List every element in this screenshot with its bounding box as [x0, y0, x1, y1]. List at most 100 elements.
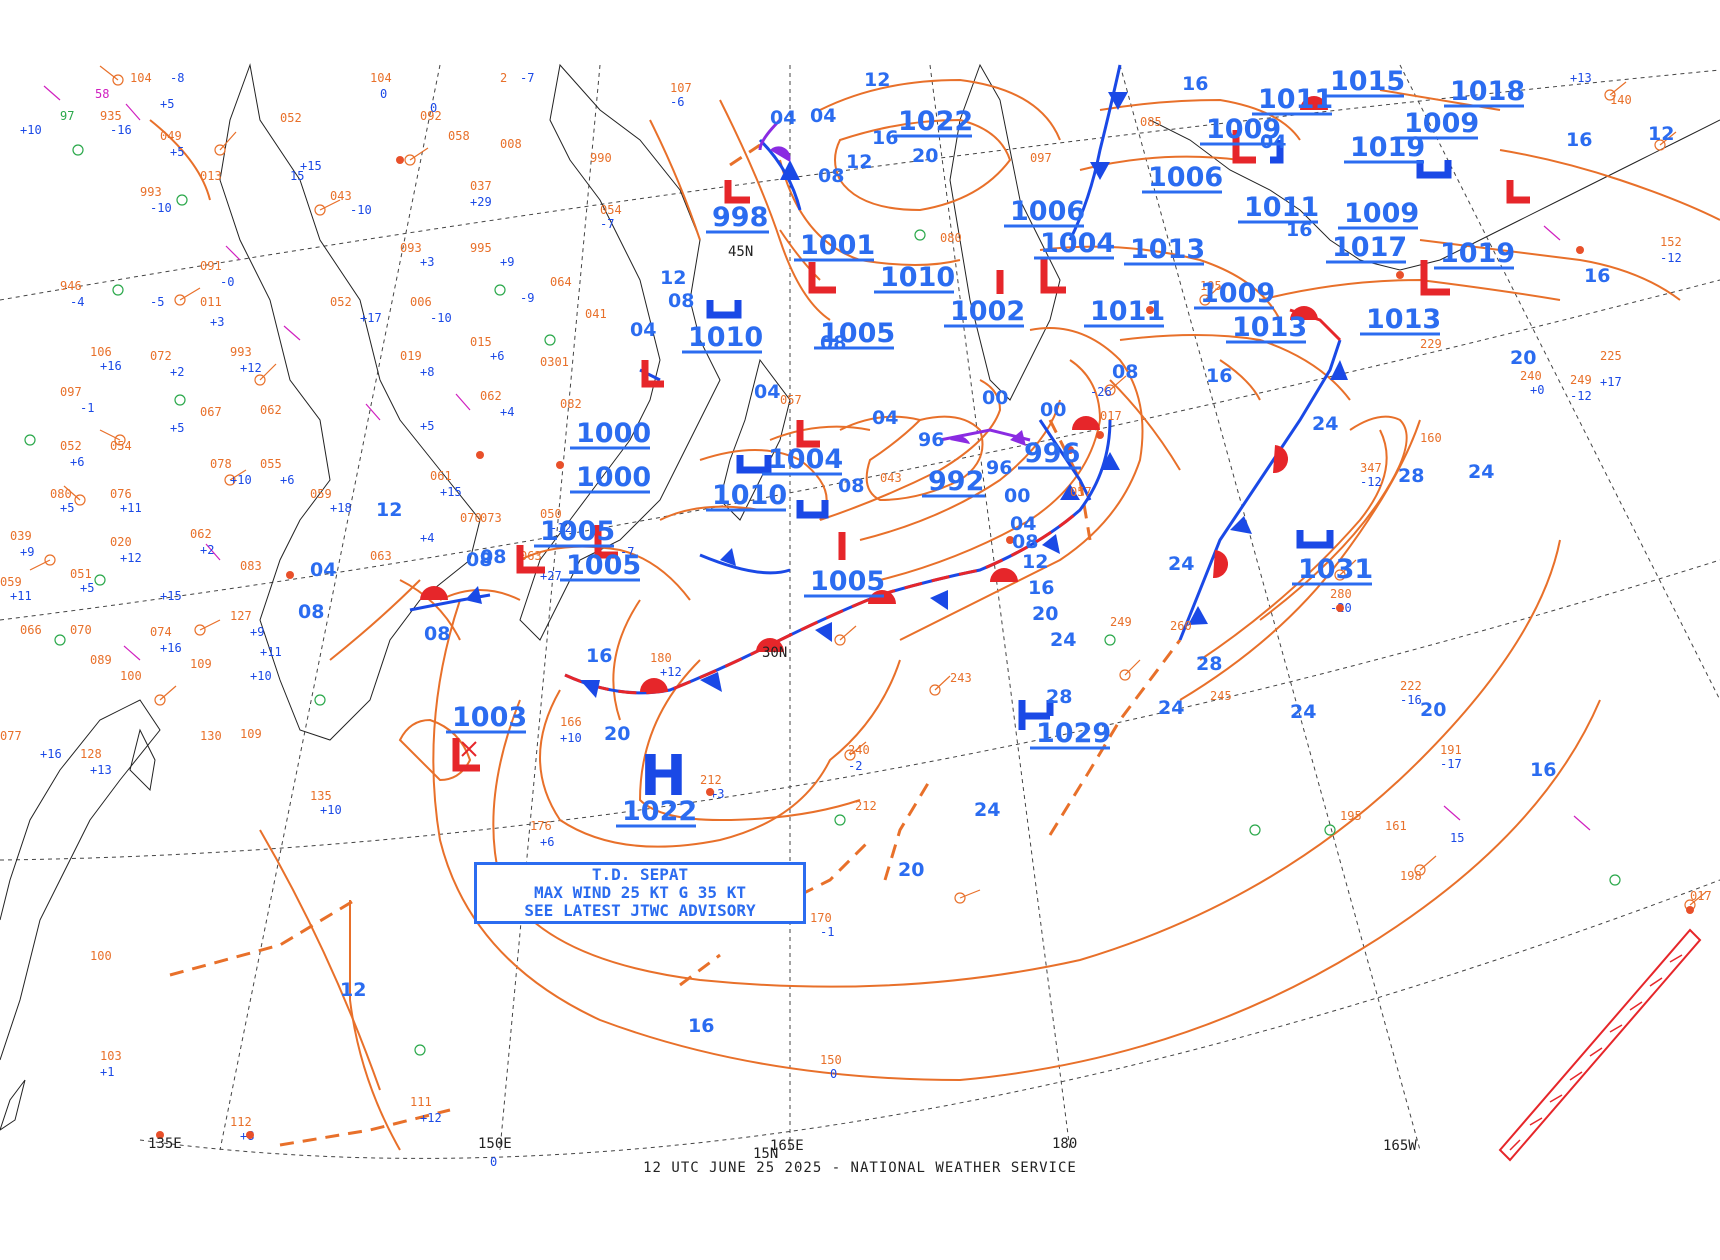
- svg-text:051: 051: [70, 567, 92, 581]
- isobar-tick-label: 08: [820, 332, 846, 354]
- svg-text:013: 013: [200, 169, 222, 183]
- svg-text:+5: +5: [170, 145, 184, 159]
- svg-text:062: 062: [480, 389, 502, 403]
- pressure-label: 1011: [1258, 84, 1333, 115]
- svg-text:170: 170: [810, 911, 832, 925]
- isobar-tick-label: 20: [1420, 699, 1446, 721]
- svg-text:015: 015: [470, 335, 492, 349]
- svg-text:166: 166: [560, 715, 582, 729]
- svg-text:127: 127: [230, 609, 252, 623]
- pressure-label: 1029: [1036, 718, 1111, 749]
- low-center-symbol: [1232, 130, 1256, 164]
- svg-text:15: 15: [1450, 831, 1464, 845]
- svg-text:063: 063: [370, 549, 392, 563]
- svg-text:052: 052: [60, 439, 82, 453]
- svg-text:067: 067: [200, 405, 222, 419]
- svg-text:+9: +9: [250, 625, 264, 639]
- svg-text:+5: +5: [160, 97, 174, 111]
- isobar-tick-label: 12: [376, 499, 402, 521]
- isobar-tick-label: 16: [1286, 219, 1312, 241]
- pressure-label: 1001: [800, 230, 875, 261]
- pressure-label: 1004: [768, 444, 843, 475]
- pressure-label: 1010: [688, 322, 763, 353]
- svg-text:100: 100: [120, 669, 142, 683]
- svg-text:080: 080: [940, 231, 962, 245]
- pressure-label: 996: [1024, 438, 1080, 469]
- pressure-label: 1010: [880, 262, 955, 293]
- isobar-tick-label: 20: [912, 145, 938, 167]
- pressure-label: 1013: [1130, 234, 1205, 265]
- svg-text:+9: +9: [500, 255, 514, 269]
- advisory-wind: MAX WIND 25 KT G 35 KT: [534, 883, 746, 902]
- pressure-label: 1000: [576, 418, 651, 449]
- svg-text:-10: -10: [150, 201, 172, 215]
- isobar-tick-label: 16: [586, 645, 612, 667]
- svg-text:245: 245: [1210, 689, 1232, 703]
- isobar-tick-label: 16: [1206, 365, 1232, 387]
- isobar-tick-label: 04: [630, 319, 656, 341]
- svg-text:150: 150: [820, 1053, 842, 1067]
- svg-text:057: 057: [1070, 485, 1092, 499]
- isobar-tick-label: 16: [1028, 577, 1054, 599]
- svg-text:-8: -8: [170, 71, 184, 85]
- svg-text:085: 085: [1140, 115, 1162, 129]
- pressure-label: 1006: [1148, 162, 1223, 193]
- svg-text:0: 0: [380, 87, 387, 101]
- map-background: [0, 65, 1720, 1155]
- low-center-symbol: [452, 738, 480, 772]
- svg-text:089: 089: [90, 653, 112, 667]
- coastline: [0, 63, 1720, 1131]
- svg-text:+27: +27: [540, 569, 562, 583]
- svg-text:+1: +1: [100, 1065, 114, 1079]
- isobar-tick-label: 08: [298, 601, 324, 623]
- svg-text:180: 180: [650, 651, 672, 665]
- pressure-label: 1011: [1244, 192, 1319, 223]
- low-center-symbol: [808, 262, 836, 294]
- svg-text:176: 176: [530, 819, 552, 833]
- svg-text:055: 055: [260, 457, 282, 471]
- svg-text:059: 059: [0, 575, 22, 589]
- isobar-tick-label: 96: [986, 457, 1012, 479]
- svg-text:062: 062: [260, 403, 282, 417]
- svg-text:+10: +10: [250, 669, 272, 683]
- svg-text:995: 995: [470, 241, 492, 255]
- svg-text:+29: +29: [470, 195, 492, 209]
- svg-text:222: 222: [1400, 679, 1422, 693]
- svg-text:017: 017: [1690, 889, 1712, 903]
- svg-text:+11: +11: [260, 645, 282, 659]
- pressure-label: 1013: [1232, 312, 1307, 343]
- isobar-tick-label: 16: [872, 127, 898, 149]
- isobar-tick-label: 16: [688, 1015, 714, 1037]
- isobar-tick-label: 24: [1050, 629, 1076, 651]
- isobar-tick-label: 08: [668, 290, 694, 312]
- pressure-label: 1022: [622, 796, 697, 827]
- svg-text:054: 054: [600, 203, 622, 217]
- svg-text:+2: +2: [170, 365, 184, 379]
- svg-text:074: 074: [150, 625, 172, 639]
- svg-text:-7: -7: [600, 217, 614, 231]
- pressure-label: 1005: [810, 566, 885, 597]
- pressure-label: 1019: [1440, 238, 1515, 269]
- svg-text:130: 130: [200, 729, 222, 743]
- svg-text:-7: -7: [520, 71, 534, 85]
- isobar-tick-label: 16: [1530, 759, 1556, 781]
- svg-text:946: 946: [60, 279, 82, 293]
- isobar-tick-label: 12: [864, 69, 890, 91]
- svg-text:+17: +17: [360, 311, 382, 325]
- svg-text:198: 198: [1400, 869, 1422, 883]
- pressure-label: 1002: [950, 296, 1025, 327]
- svg-text:073: 073: [480, 511, 502, 525]
- gale-area-hatch: [1509, 954, 1683, 1151]
- station-plots: [24, 65, 1707, 1056]
- lat-label-15n: 15N: [753, 1146, 778, 1162]
- svg-text:240: 240: [1520, 369, 1542, 383]
- svg-text:-12: -12: [1660, 251, 1682, 265]
- advisory-note: SEE LATEST JTWC ADVISORY: [524, 901, 756, 920]
- svg-text:072: 072: [150, 349, 172, 363]
- svg-text:161: 161: [1385, 819, 1407, 833]
- pressure-label: 1000: [576, 462, 651, 493]
- pressure-label: 1031: [1298, 554, 1373, 585]
- td-advisory-box: T.D. SEPAT MAX WIND 25 KT G 35 KT SEE LA…: [474, 862, 806, 924]
- svg-text:+13: +13: [90, 763, 112, 777]
